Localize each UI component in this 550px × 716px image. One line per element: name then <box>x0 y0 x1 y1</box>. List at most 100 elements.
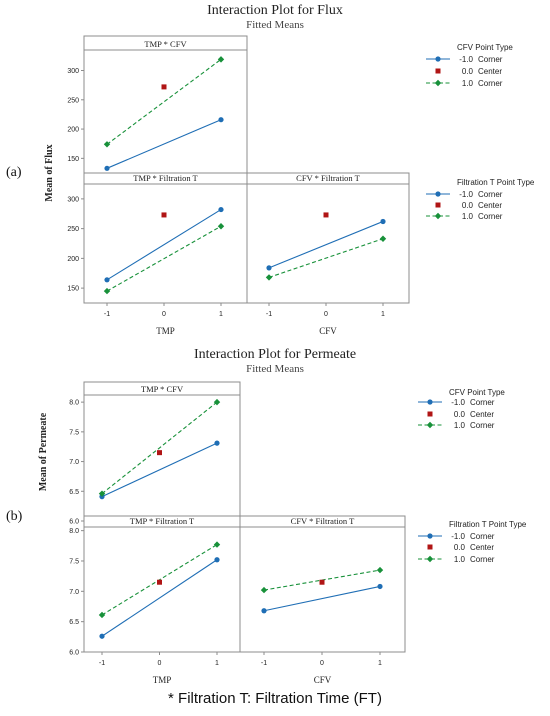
data-point-low <box>261 608 267 614</box>
data-point-high <box>103 141 111 148</box>
series-line-high <box>106 58 222 145</box>
legend: Filtration T Point Type -1.0 Corner 0.0 Cent… <box>426 178 535 221</box>
series-line-low <box>268 220 384 269</box>
x-tick-label: 1 <box>381 311 385 318</box>
data-point-low <box>104 165 110 171</box>
legend-point-type: Corner <box>470 532 495 541</box>
legend-point-type: Center <box>478 67 502 76</box>
legend-marker-center <box>427 411 433 417</box>
panel-strip <box>239 515 406 528</box>
data-point-high <box>379 235 387 242</box>
legend: Filtration T Point Type -1.0 Corner 0.0 Cent… <box>418 520 527 564</box>
legend-level: 1.0 <box>454 555 466 564</box>
data-point-low <box>104 277 110 283</box>
y-tick-label: 7.5 <box>69 558 79 565</box>
series-line-low <box>263 585 381 612</box>
panel-title: TMP * Filtration T <box>133 173 198 183</box>
y-tick-label: 200 <box>67 256 79 263</box>
panel-label: (b) <box>6 509 23 524</box>
x-axis-label: CFV <box>319 326 337 336</box>
y-tick-label: 300 <box>67 68 79 75</box>
y-tick-label: 7.0 <box>69 459 79 466</box>
y-axis-label: Mean of Flux <box>44 144 55 201</box>
legend-marker-high <box>426 421 434 429</box>
legend-marker-low <box>435 191 441 197</box>
legend-level: 1.0 <box>462 79 474 88</box>
y-tick-label: 8.0 <box>69 528 79 535</box>
panel-title: TMP * Filtration T <box>130 516 195 526</box>
legend-marker-low <box>427 533 433 539</box>
data-point-low <box>377 583 383 590</box>
x-tick-label: -1 <box>99 660 105 667</box>
legend-title: CFV Point Type <box>457 43 513 52</box>
series-line-low <box>101 442 218 498</box>
panel-title: TMP * CFV <box>144 39 187 49</box>
chart-title: Interaction Plot for Flux <box>207 3 343 18</box>
legend-level: -1.0 <box>451 398 465 407</box>
legend-point-type: Center <box>470 410 494 419</box>
x-tick-label: -1 <box>261 660 267 667</box>
data-point-high <box>98 611 106 619</box>
legend-point-type: Corner <box>478 212 503 221</box>
legend-point-type: Corner <box>470 421 495 430</box>
data-point-high <box>265 274 273 281</box>
x-axis-label: CFV <box>314 675 332 685</box>
footnote: * Filtration T: Filtration Time (FT) <box>168 690 382 707</box>
data-point-low <box>380 218 386 225</box>
legend-point-type: Corner <box>478 55 503 64</box>
y-tick-label: 150 <box>67 156 79 163</box>
legend-point-type: Corner <box>478 79 503 88</box>
legend-marker-high <box>434 212 442 220</box>
y-axis-label: Mean of Permeate <box>38 412 49 491</box>
subplot-panel: TMP * Filtration T 6.0 6.5 7.0 7.5 8.0 -1 0 1 TMP <box>69 515 241 685</box>
legend-marker-center <box>435 68 441 74</box>
subplot-panel: TMP * CFV 150 200 250 300 <box>67 35 248 174</box>
panel-strip <box>83 381 241 396</box>
y-tick-label: 7.5 <box>69 429 79 436</box>
series-line-low <box>101 559 218 637</box>
data-point-low <box>218 206 224 213</box>
subplot-panel: TMP * CFV 6.0 6.5 7.0 7.5 8.0 <box>69 381 241 526</box>
data-point-high <box>103 287 111 295</box>
x-tick-label: 0 <box>320 660 324 667</box>
legend-title: CFV Point Type <box>449 388 505 397</box>
y-tick-label: 6.5 <box>69 489 79 496</box>
legend-marker-center <box>427 544 433 550</box>
legend-marker-low <box>427 399 433 405</box>
panel-frame <box>83 172 248 304</box>
panel-label: (a) <box>6 165 22 180</box>
legend-level: 0.0 <box>454 543 466 552</box>
panel-frame <box>83 35 248 174</box>
data-point-low <box>218 117 224 123</box>
legend-marker-high <box>426 555 434 563</box>
y-tick-label: 150 <box>67 286 79 293</box>
legend-marker-low <box>435 56 441 62</box>
legend-marker-high <box>434 79 442 87</box>
data-point-high <box>217 223 225 230</box>
panel-title: CFV * Filtration T <box>291 516 355 526</box>
chart-subtitle: Fitted Means <box>246 363 304 375</box>
legend-level: 0.0 <box>462 67 474 76</box>
data-point-low <box>99 633 105 639</box>
x-tick-label: 0 <box>162 311 166 318</box>
data-point-high <box>213 398 221 406</box>
legend-point-type: Corner <box>478 190 503 199</box>
y-tick-label: 250 <box>67 97 79 104</box>
center-point <box>157 450 162 456</box>
center-point <box>157 579 162 585</box>
x-axis-label: TMP <box>156 326 175 336</box>
center-point <box>161 84 167 90</box>
chart-subtitle: Fitted Means <box>246 19 304 31</box>
y-tick-label: 250 <box>67 226 79 233</box>
chart-title: Interaction Plot for Permeate <box>194 347 356 362</box>
data-point-low <box>214 557 220 563</box>
series-line-high <box>106 225 222 292</box>
y-tick-label: 6.5 <box>69 619 79 626</box>
y-tick-label: 300 <box>67 196 79 203</box>
subplot-panel: CFV * Filtration T -1 0 1 CFV <box>246 172 410 336</box>
